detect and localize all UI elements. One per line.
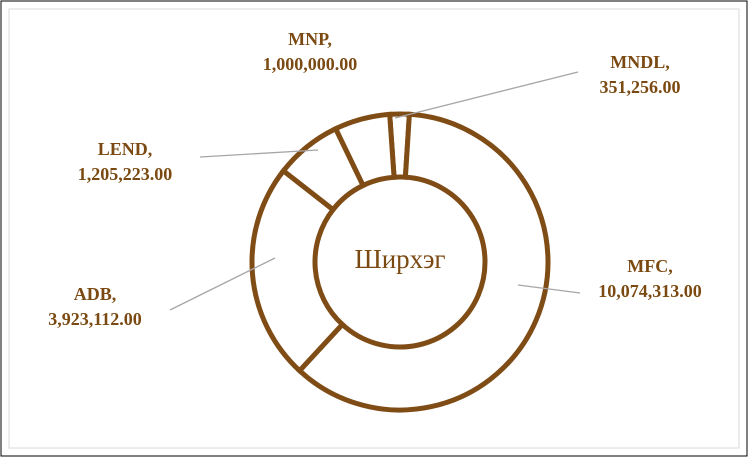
label-separator: , bbox=[148, 139, 153, 159]
data-label-name: LEND, bbox=[98, 139, 153, 159]
donut-slice bbox=[332, 111, 397, 189]
data-label-name: MNP, bbox=[288, 29, 332, 49]
label-separator: , bbox=[665, 52, 670, 72]
category-name: MNP bbox=[288, 29, 329, 49]
leader-line bbox=[517, 284, 581, 294]
data-label-value: 3,923,112.00 bbox=[48, 309, 142, 329]
donut-slice bbox=[249, 167, 346, 375]
category-name: MFC bbox=[627, 256, 668, 276]
data-label-name: ADB, bbox=[74, 284, 117, 304]
center-label: Ширхэг bbox=[355, 244, 446, 274]
leader-line bbox=[169, 257, 276, 311]
category-name: ADB bbox=[74, 284, 112, 304]
donut-slice bbox=[296, 111, 551, 413]
category-name: MNDL bbox=[610, 52, 665, 72]
leader-line bbox=[199, 149, 319, 158]
data-label-value: 1,205,223.00 bbox=[78, 164, 173, 184]
data-label-value: 1,000,000.00 bbox=[263, 54, 358, 74]
data-label-value: 351,256.00 bbox=[600, 77, 681, 97]
label-separator: , bbox=[668, 256, 673, 276]
data-label-name: MFC, bbox=[627, 256, 672, 276]
label-separator: , bbox=[112, 284, 117, 304]
category-name: LEND bbox=[98, 139, 148, 159]
leader-line bbox=[394, 71, 579, 119]
plot-border bbox=[8, 8, 740, 449]
data-label-value: 10,074,313.00 bbox=[598, 281, 702, 301]
label-separator: , bbox=[327, 29, 332, 49]
data-label-name: MNDL, bbox=[610, 52, 670, 72]
